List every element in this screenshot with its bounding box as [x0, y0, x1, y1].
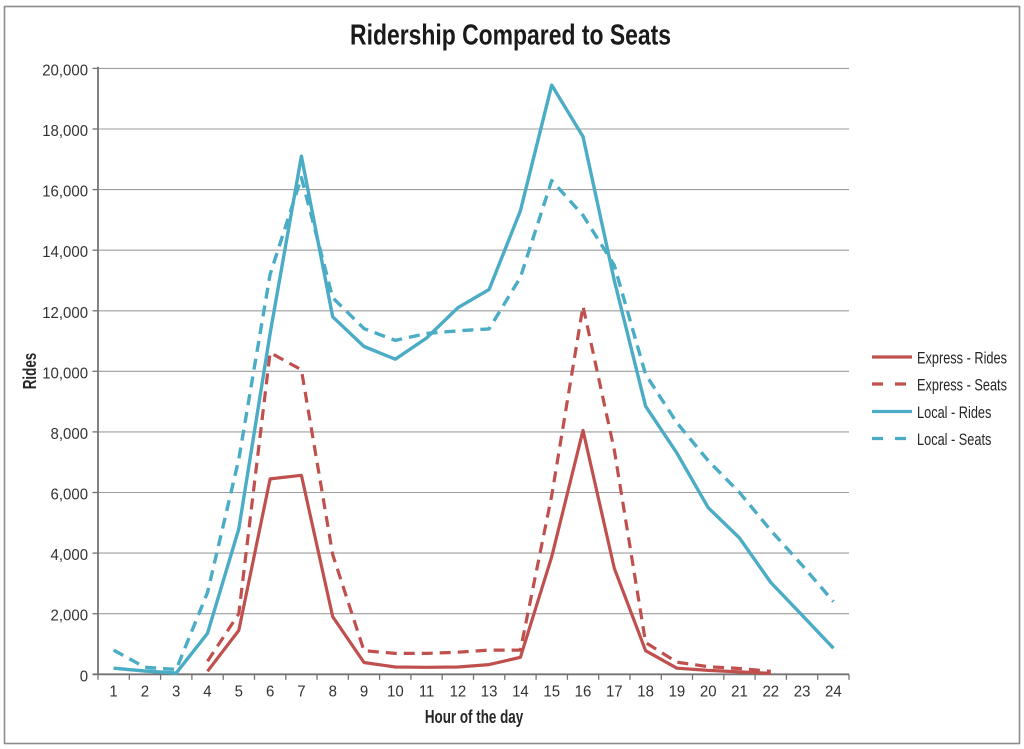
svg-text:Ridership Compared to Seats: Ridership Compared to Seats	[350, 18, 671, 51]
svg-text:8,000: 8,000	[51, 426, 88, 443]
svg-text:19: 19	[669, 683, 686, 700]
svg-text:16,000: 16,000	[42, 183, 88, 200]
svg-text:13: 13	[481, 683, 498, 700]
svg-text:8: 8	[329, 683, 337, 700]
svg-text:22: 22	[762, 683, 779, 700]
svg-text:2: 2	[141, 683, 149, 700]
svg-text:0: 0	[80, 668, 88, 685]
svg-text:Express - Rides: Express - Rides	[917, 349, 1007, 368]
svg-text:2,000: 2,000	[51, 607, 88, 624]
svg-text:4: 4	[203, 683, 212, 700]
svg-text:5: 5	[235, 683, 243, 700]
svg-text:15: 15	[543, 683, 560, 700]
svg-text:17: 17	[606, 683, 623, 700]
svg-text:12: 12	[450, 683, 467, 700]
svg-text:21: 21	[731, 683, 748, 700]
svg-text:18: 18	[637, 683, 654, 700]
svg-text:6,000: 6,000	[51, 486, 88, 503]
svg-text:20,000: 20,000	[42, 62, 88, 79]
svg-text:14,000: 14,000	[42, 244, 88, 261]
svg-text:10: 10	[387, 683, 404, 700]
svg-text:3: 3	[172, 683, 180, 700]
svg-text:11: 11	[419, 683, 435, 700]
svg-text:Local - Seats: Local - Seats	[917, 430, 991, 449]
svg-text:Hour of the day: Hour of the day	[425, 707, 523, 728]
svg-text:Express - Seats: Express - Seats	[917, 376, 1007, 395]
svg-text:20: 20	[700, 683, 717, 700]
svg-text:16: 16	[575, 683, 592, 700]
svg-text:Rides: Rides	[20, 353, 41, 390]
svg-text:9: 9	[360, 683, 368, 700]
svg-text:4,000: 4,000	[51, 547, 88, 564]
svg-text:18,000: 18,000	[42, 123, 88, 140]
svg-text:1: 1	[109, 683, 117, 700]
svg-text:6: 6	[266, 683, 274, 700]
svg-text:12,000: 12,000	[42, 305, 88, 322]
svg-text:10,000: 10,000	[42, 365, 88, 382]
svg-text:Local - Rides: Local - Rides	[917, 403, 991, 422]
svg-text:14: 14	[512, 683, 529, 700]
svg-text:24: 24	[825, 683, 842, 700]
svg-text:7: 7	[297, 683, 305, 700]
svg-text:23: 23	[794, 683, 811, 700]
